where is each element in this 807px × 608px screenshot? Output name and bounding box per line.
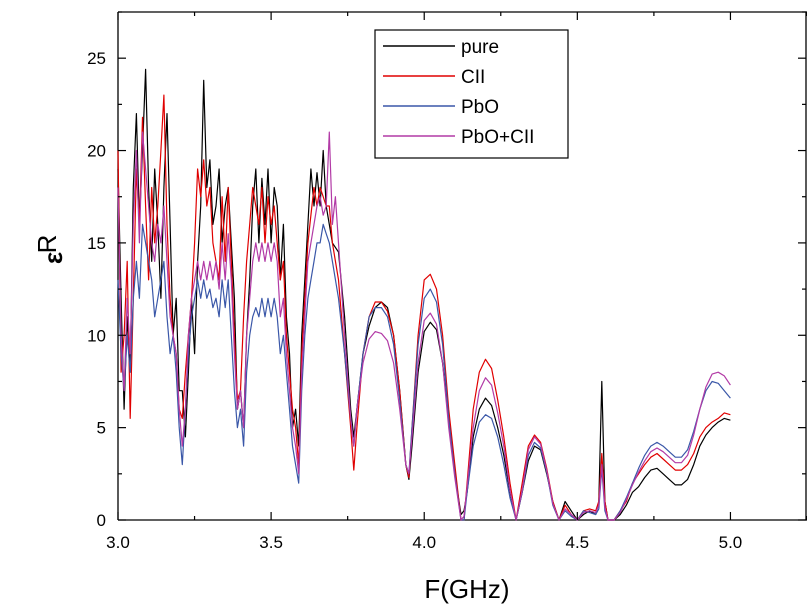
y-tick-label: 0 xyxy=(97,511,106,530)
y-tick-label: 20 xyxy=(87,142,106,161)
plot-frame xyxy=(117,11,807,521)
axis-layer: 3.0 3.5 4.0 4.5 5.0 0 5 10 15 20 25 xyxy=(87,11,807,552)
series-line-4 xyxy=(117,131,731,521)
y-axis-label-main: ε xyxy=(38,252,68,264)
x-tick-label: 3.5 xyxy=(259,533,283,552)
legend-label-1: pure xyxy=(461,37,499,58)
y-tick-label: 5 xyxy=(97,419,106,438)
series-line-2 xyxy=(117,94,731,521)
y-axis-label-sub: R xyxy=(32,235,62,254)
x-tick-label: 5.0 xyxy=(719,533,743,552)
legend-label-4: PbO+CII xyxy=(461,127,534,148)
legend: pure CII PbO PbO+CII xyxy=(374,29,569,159)
series-line-3 xyxy=(117,223,731,521)
x-tick-label: 4.0 xyxy=(412,533,436,552)
y-axis-label: ε R xyxy=(32,235,68,265)
series-layer xyxy=(117,68,731,521)
y-tick-label: 15 xyxy=(87,234,106,253)
y-tick-label: 25 xyxy=(87,49,106,68)
legend-label-3: PbO xyxy=(461,97,499,118)
legend-label-2: CII xyxy=(461,67,485,88)
x-axis-label: F(GHz) xyxy=(424,574,509,604)
y-tick-label: 10 xyxy=(87,326,106,345)
x-tick-label: 3.0 xyxy=(106,533,130,552)
x-tick-label: 4.5 xyxy=(566,533,590,552)
